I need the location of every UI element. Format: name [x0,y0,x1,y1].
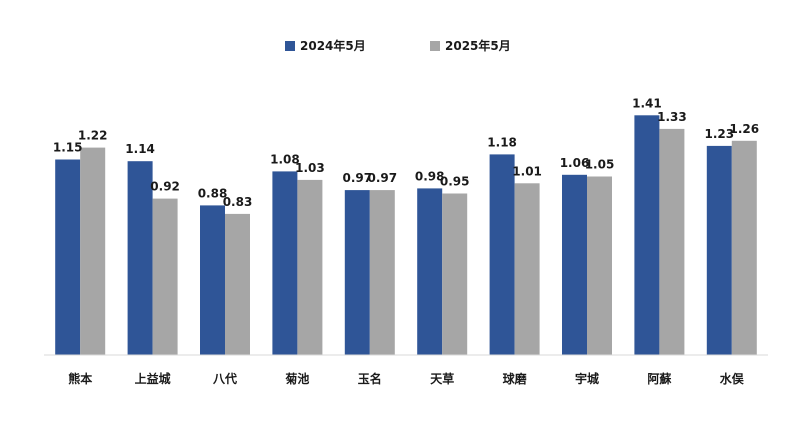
data-label-2024-0: 1.15 [53,141,83,155]
bar-2024-6 [489,154,515,355]
bar-2024-4 [344,190,370,355]
data-labels-group: 1.151.22 1.14 0.92 0.880.83 1.081.03 0.970.97… [53,96,759,209]
legend-label-2024: 2024年5月 [300,38,366,53]
data-label-2025-2: 0.83 [223,195,253,209]
bar-2025-7 [587,176,612,355]
category-label-4: 玉名 [358,371,382,386]
bar-2024-7 [562,174,587,355]
data-label-2025-3: 1.03 [295,161,325,175]
category-label-1: 上益城 [135,371,171,386]
bar-2024-2 [200,205,225,355]
legend-swatch-2025 [430,41,440,51]
category-label-3: 菊池 [284,371,309,386]
bar-2025-1 [152,198,178,355]
category-label-8: 阿蘇 [647,371,671,386]
legend-label-2025: 2025年5月 [445,38,511,53]
data-label-2025-7: 1.05 [585,158,615,172]
bar-2024-3 [272,171,298,355]
bar-2025-6 [514,183,540,355]
category-label-2: 八代 [212,371,237,386]
data-label-2024-6: 1.18 [487,135,517,149]
bar-2024-9 [706,145,732,355]
legend-swatch-2024 [285,41,295,51]
bar-2025-3 [297,179,323,355]
data-label-2024-2: 0.88 [198,186,228,200]
data-label-2024-8: 1.41 [632,96,662,110]
data-label-2024-1: 1.14 [125,142,155,156]
data-label-2025-6: 1.01 [512,164,542,178]
data-label-2024-7: 1.06 [560,156,590,170]
data-label-2024-9: 1.23 [704,127,734,141]
category-label-7: 宇城 [575,371,599,386]
bar-2024-0 [55,159,81,355]
data-label-2024-4: 0.97 [342,171,372,185]
category-label-6: 球磨 [503,371,527,386]
legend: 2024年5月 2025年5月 [285,38,511,53]
data-label-2025-0: 1.22 [78,129,108,143]
category-label-5: 天草 [430,371,454,386]
data-label-2025-8: 1.33 [657,110,687,124]
data-label-2024-5: 0.98 [415,169,445,183]
bar-2025-9 [731,140,757,355]
bar-2024-1 [127,161,153,355]
data-label-2025-4: 0.97 [367,171,397,185]
data-label-2025-1: 0.92 [150,180,180,194]
bar-2025-5 [442,193,468,355]
bar-2024-5 [417,188,443,355]
bar-2024-8 [634,115,660,355]
bar-2025-4 [369,190,395,355]
bars-group [55,115,757,355]
category-label-9: 水俣 [720,371,745,386]
category-label-0: 熊本 [68,371,92,386]
bar-2025-8 [659,128,685,355]
bar-2025-0 [80,147,106,355]
data-label-2025-9: 1.26 [729,122,759,136]
data-label-2025-5: 0.95 [440,175,470,189]
bar-2025-2 [225,213,250,355]
data-label-2024-3: 1.08 [270,152,300,166]
category-labels-group: 熊本 上益城 八代 菊池 玉名 天草 球磨 宇城 阿蘇 水俣 [68,371,745,386]
